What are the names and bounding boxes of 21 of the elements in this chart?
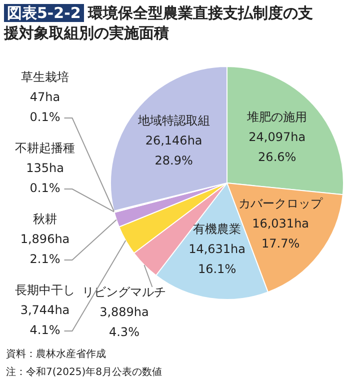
data-label: 26,146ha 28.9%	[145, 133, 202, 168]
data-label: 47ha 0.1%	[30, 90, 60, 124]
slice-label: 草生栽培	[21, 70, 69, 84]
data-label: 16,031ha 17.7%	[252, 216, 310, 250]
slice-label: 秋耕	[33, 212, 57, 226]
data-label: 24,097ha 26.6%	[248, 130, 306, 164]
data-label: 3,889ha 4.3%	[100, 305, 149, 340]
data-label: 135ha 0.1%	[26, 161, 64, 196]
data-label: 3,744ha 4.1%	[20, 303, 70, 338]
slice-label: カバークロップ	[238, 196, 324, 210]
data-label: 14,631ha 16.1%	[188, 242, 246, 276]
slice-label: 地域特認取組	[136, 113, 210, 128]
chart-title: 図表5-2-2 環境保全型農業直接支払制度の支援対象取組別の実施面積	[4, 4, 313, 42]
data-label: 1,896ha 2.1%	[20, 232, 70, 266]
slice-label: 長期中干し	[15, 283, 75, 298]
slice-label: 不耕起播種	[15, 141, 75, 156]
text: 資料：農林水産省作成	[6, 348, 107, 362]
slice-label: 有機農業	[193, 222, 242, 236]
slice-label: 堆肥の施用	[246, 110, 308, 124]
slice-label: リビングマルチ	[82, 285, 166, 300]
text: 注：令和7(2025)年8月公表の数値	[6, 366, 162, 380]
